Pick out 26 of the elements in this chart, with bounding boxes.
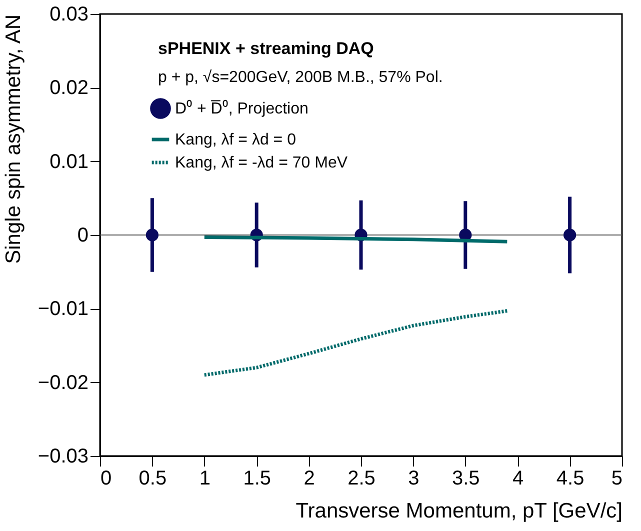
annotation: p + p, √s=200GeV, 200B M.B., 57% Pol. (158, 69, 443, 86)
x-tick-label: 4.5 (556, 468, 584, 490)
y-tick-label: 0.03 (50, 4, 88, 26)
x-tick-label: 3.5 (452, 468, 480, 490)
x-tick-label: 3 (408, 468, 420, 490)
line-series (202, 309, 509, 377)
y-tick-label: 0 (77, 224, 88, 246)
x-tick-label: 0 (100, 468, 112, 490)
legend-label: Kang, λf = λd = 0 (175, 132, 296, 148)
legend-label: Kang, λf = -λd = 70 MeV (175, 154, 348, 172)
y-tick-label: −0.01 (38, 298, 88, 320)
x-tick-label: 1 (199, 468, 210, 490)
y-tick-label: 0.01 (50, 150, 88, 173)
legend-label: D⁰ + D̅⁰, Projection (175, 100, 308, 118)
x-tick-label: 0.5 (138, 468, 167, 490)
x-axis-title: Transverse Momentum, pT [GeV/c] (296, 500, 622, 522)
x-tick-label: 2.5 (348, 468, 376, 490)
y-tick-label: 0.02 (50, 77, 88, 100)
annotation: sPHENIX + streaming DAQ (158, 39, 374, 58)
y-axis-title: Single spin asymmetry, AN (2, 14, 25, 264)
y-tick-label: −0.02 (38, 372, 88, 394)
x-tick-label: 4 (512, 468, 524, 490)
x-tick-label: 5 (611, 468, 622, 490)
x-tick-label: 1.5 (243, 468, 272, 490)
y-tick-label: −0.03 (38, 446, 88, 468)
x-tick-label: 2 (304, 468, 315, 490)
